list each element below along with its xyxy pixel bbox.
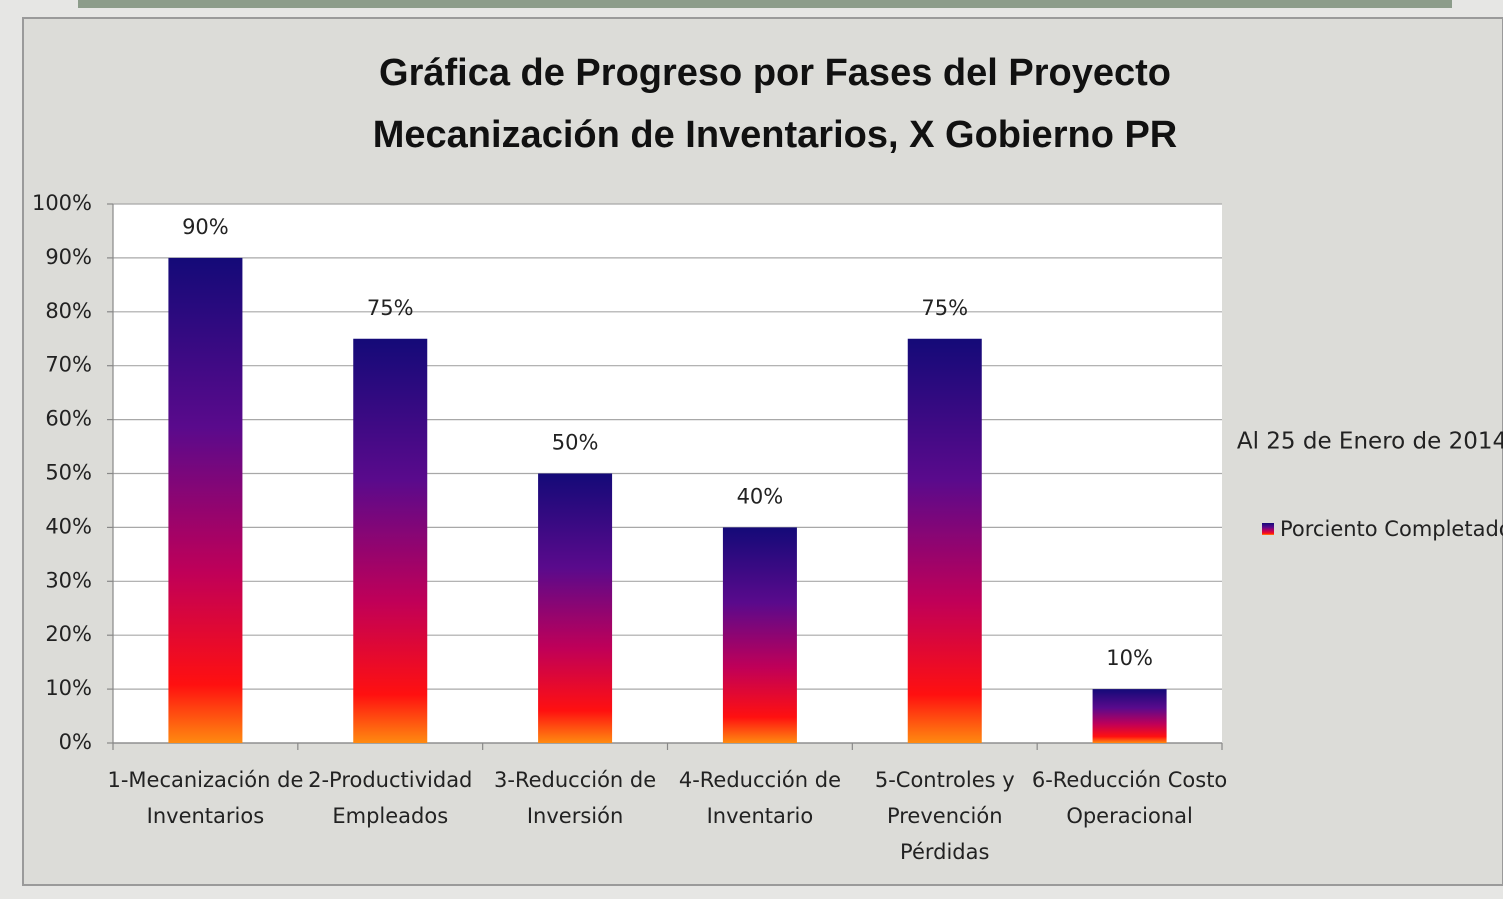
- legend-swatch: [1262, 523, 1274, 535]
- x-tick-label: Pérdidas: [900, 840, 989, 864]
- annotation: Al 25 de Enero de 2014: [1237, 429, 1503, 455]
- y-tick-label: 70%: [45, 353, 92, 377]
- bar: [538, 473, 613, 743]
- y-tick-label: 90%: [45, 245, 92, 269]
- value-label: 10%: [1106, 646, 1153, 670]
- value-label: 75%: [921, 296, 968, 320]
- x-tick-label: Empleados: [332, 804, 448, 828]
- bar: [907, 338, 982, 743]
- x-tick-label: Inventario: [707, 804, 814, 828]
- value-label: 50%: [552, 431, 599, 455]
- bar: [353, 338, 428, 743]
- chart-title: Gráfica de Progreso por Fases del Proyec…: [379, 52, 1171, 94]
- y-tick-label: 80%: [45, 299, 92, 323]
- legend-label: Porciento Completado: [1280, 517, 1503, 541]
- y-tick-label: 30%: [45, 568, 92, 592]
- y-tick-label: 60%: [45, 407, 92, 431]
- chart-title: Mecanización de Inventarios, X Gobierno …: [373, 114, 1178, 156]
- y-tick-label: 20%: [45, 622, 92, 646]
- y-tick-label: 50%: [45, 461, 92, 485]
- x-tick-label: 4-Reducción de: [679, 768, 841, 792]
- top-bar: [78, 0, 1452, 8]
- bar: [1092, 689, 1167, 743]
- y-tick-label: 10%: [45, 676, 92, 700]
- y-tick-label: 40%: [45, 514, 92, 538]
- x-tick-label: 5-Controles y: [875, 768, 1015, 792]
- x-tick-label: 3-Reducción de: [494, 768, 656, 792]
- value-label: 90%: [182, 215, 229, 239]
- x-tick-label: Prevención: [887, 804, 1003, 828]
- bar: [722, 527, 797, 743]
- y-tick-label: 100%: [32, 191, 92, 215]
- value-label: 40%: [737, 484, 784, 508]
- x-tick-label: 2-Productividad: [308, 768, 472, 792]
- x-tick-label: Inversión: [527, 804, 623, 828]
- x-tick-label: Operacional: [1066, 804, 1193, 828]
- value-label: 75%: [367, 296, 414, 320]
- y-tick-label: 0%: [59, 730, 92, 754]
- x-tick-label: Inventarios: [147, 804, 265, 828]
- bar: [168, 257, 243, 743]
- x-tick-label: 6-Reducción Costo: [1032, 768, 1227, 792]
- x-tick-label: 1-Mecanización de: [107, 768, 303, 792]
